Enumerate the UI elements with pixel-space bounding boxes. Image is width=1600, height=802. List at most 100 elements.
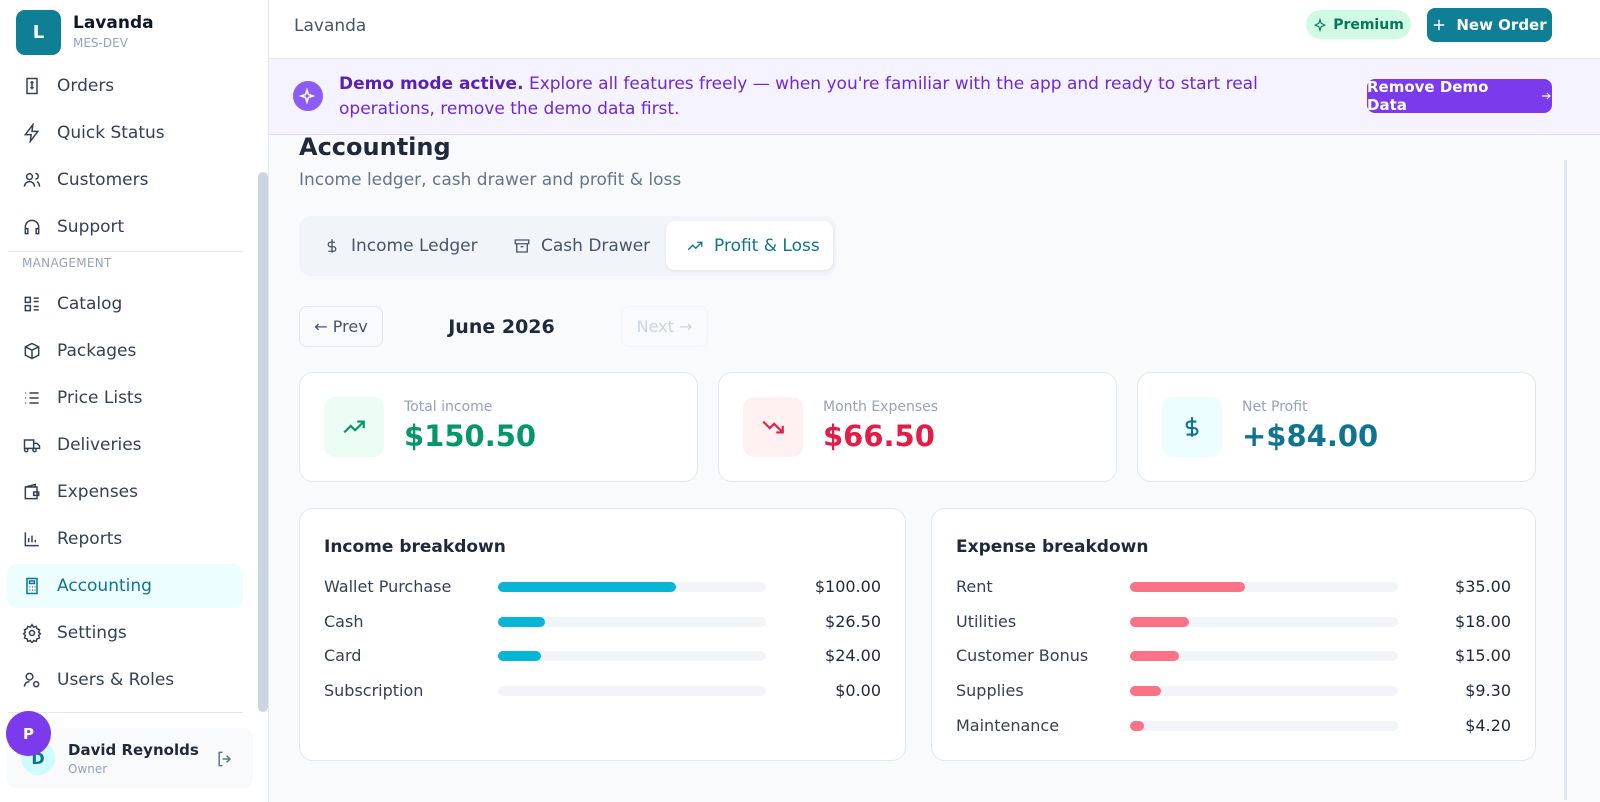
- nav-item[interactable]: Deliveries: [7, 423, 243, 467]
- scrollbar: [258, 172, 268, 712]
- page-title: Accounting: [299, 133, 451, 161]
- user-role: Owner: [68, 762, 108, 776]
- nav-item[interactable]: Expenses: [7, 470, 243, 514]
- tab[interactable]: Income Ledger: [323, 221, 478, 270]
- breakdown-card: Income breakdown Wallet Purchase $100.00 Ca…: [299, 508, 906, 761]
- row-label: Rent: [956, 577, 993, 596]
- premium-text: Premium: [1333, 16, 1404, 33]
- divider: [8, 712, 243, 713]
- nav-item[interactable]: Customers: [7, 158, 243, 202]
- nav-label: Orders: [57, 76, 115, 96]
- tab-label: Cash Drawer: [541, 235, 651, 256]
- nav-item[interactable]: Accounting: [7, 564, 243, 608]
- breakdown-row: Card $24.00: [324, 644, 881, 668]
- nav-label: Settings: [57, 623, 127, 643]
- row-value: $35.00: [1455, 577, 1511, 596]
- row-value: $18.00: [1455, 611, 1511, 631]
- nav-item[interactable]: Packages: [7, 329, 243, 373]
- nav-icon: [24, 342, 40, 360]
- bar: [1130, 616, 1190, 627]
- nav-label: Support: [57, 217, 125, 237]
- bar-track: [1130, 720, 1398, 731]
- bar: [498, 582, 677, 592]
- kpi-card: Total income $150.50: [299, 372, 698, 482]
- user-card[interactable]: D David Reynolds Owner: [7, 728, 253, 788]
- remove-demo-text: Remove Demo Data: [1367, 78, 1489, 114]
- nav-icon: [22, 623, 42, 643]
- scrollbar: [1564, 160, 1567, 800]
- nav-label: Catalog: [57, 294, 123, 314]
- nav-icon: [23, 123, 40, 143]
- row-label: Maintenance: [956, 715, 1060, 735]
- banner-icon: [293, 81, 323, 111]
- premium-badge[interactable]: Premium: [1306, 10, 1411, 39]
- row-label: Wallet Purchase: [324, 577, 452, 596]
- tab-active[interactable]: Profit & Loss: [666, 221, 833, 270]
- header: Lavanda Premium New Order: [269, 0, 1600, 59]
- period-label: June 2026: [448, 316, 555, 338]
- bar-track: [1130, 651, 1398, 662]
- nav-item[interactable]: Catalog: [7, 282, 243, 326]
- bar: [1130, 686, 1161, 697]
- nav-icon: [23, 672, 40, 688]
- divider: [8, 251, 243, 252]
- nav-label: Users & Roles: [57, 670, 175, 690]
- nav-item[interactable]: Support: [7, 205, 243, 249]
- breakdown-row: Supplies $9.30: [956, 679, 1511, 703]
- nav-label: Deliveries: [57, 435, 142, 455]
- new-order-button[interactable]: New Order: [1427, 8, 1552, 42]
- row-value: $0.00: [835, 681, 881, 701]
- page-subtitle: Income ledger, cash drawer and profit & …: [299, 170, 682, 190]
- kpi-icon: [1162, 397, 1222, 457]
- tab-label: Income Ledger: [351, 235, 478, 256]
- floating-avatar[interactable]: P: [6, 711, 51, 756]
- bar-track: [1130, 686, 1398, 697]
- breakdown-title: Income breakdown: [324, 537, 506, 557]
- nav-icon: [24, 532, 39, 547]
- bar: [498, 616, 546, 627]
- banner-text: Demo mode active. Explore all features f…: [339, 72, 1339, 122]
- brand-name: Lavanda: [73, 13, 154, 33]
- nav-item[interactable]: Reports: [7, 517, 243, 561]
- new-order-text: New Order: [1456, 16, 1547, 34]
- bar-track: [498, 616, 766, 627]
- row-label: Card: [324, 646, 362, 666]
- banner-strong: Demo mode active.: [339, 74, 524, 94]
- nav-icon: [23, 172, 41, 187]
- breakdown-row: Utilities $18.00: [956, 610, 1511, 634]
- kpi-label: Total income: [404, 399, 493, 415]
- bar-track: [1130, 616, 1398, 627]
- breakdown-row: Subscription $0.00: [324, 679, 881, 703]
- prev-button[interactable]: ← Prev: [299, 306, 383, 347]
- section-label: MANAGEMENT: [22, 256, 112, 270]
- breakdown-row: Cash $26.50: [324, 610, 881, 634]
- tabs: Income Ledger Cash Drawer Profit & Loss: [299, 216, 836, 276]
- row-value: $15.00: [1455, 646, 1511, 666]
- nav-label: Packages: [57, 341, 137, 361]
- tab[interactable]: Cash Drawer: [513, 221, 650, 270]
- nav-item[interactable]: Orders: [7, 64, 243, 108]
- nav-item[interactable]: Users & Roles: [7, 658, 243, 702]
- brand-env: MES-DEV: [73, 36, 128, 50]
- nav-label: Accounting: [57, 576, 152, 596]
- breakdown-row: Wallet Purchase $100.00: [324, 575, 881, 599]
- nav-item[interactable]: Price Lists: [7, 376, 243, 420]
- breakdown-row: Customer Bonus $15.00: [956, 644, 1511, 668]
- kpi-label: Net Profit: [1242, 399, 1308, 415]
- remove-demo-button[interactable]: Remove Demo Data: [1367, 78, 1552, 114]
- row-label: Customer Bonus: [956, 646, 1089, 666]
- bar: [1130, 582, 1246, 592]
- kpi-value: $150.50: [404, 419, 537, 453]
- row-value: $9.30: [1465, 681, 1511, 701]
- demo-banner: Demo mode active. Explore all features f…: [269, 59, 1600, 135]
- next-button[interactable]: Next →: [621, 306, 708, 347]
- kpi-icon: [743, 397, 803, 457]
- nav-item[interactable]: Quick Status: [7, 111, 243, 155]
- brand-logo: L: [16, 10, 61, 55]
- bar-track: [498, 582, 766, 592]
- bar: [1130, 720, 1144, 731]
- nav-item[interactable]: Settings: [7, 611, 243, 655]
- logout-icon[interactable]: [215, 749, 235, 769]
- sidebar: L Lavanda MES-DEV MANAGEMENT D David Rey…: [0, 0, 269, 802]
- bar-track: [498, 651, 766, 662]
